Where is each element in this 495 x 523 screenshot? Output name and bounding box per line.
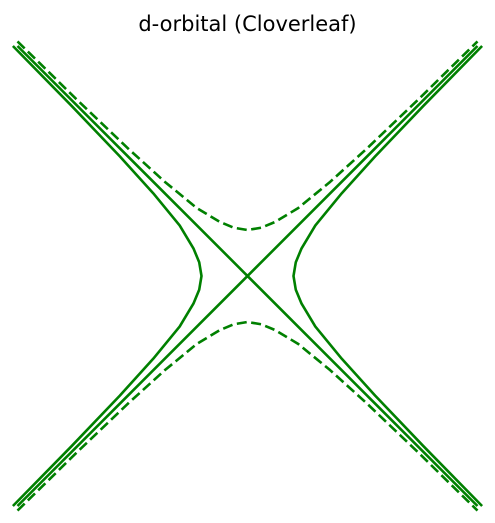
series-hyperbola-lower	[16, 320, 479, 512]
series-hyperbola-right	[292, 45, 484, 507]
series-asymptote-line-1	[16, 45, 479, 507]
series-hyperbola-upper	[16, 40, 479, 232]
chart-title: d-orbital (Cloverleaf)	[138, 12, 357, 36]
series-hyperbola-left	[11, 45, 203, 507]
